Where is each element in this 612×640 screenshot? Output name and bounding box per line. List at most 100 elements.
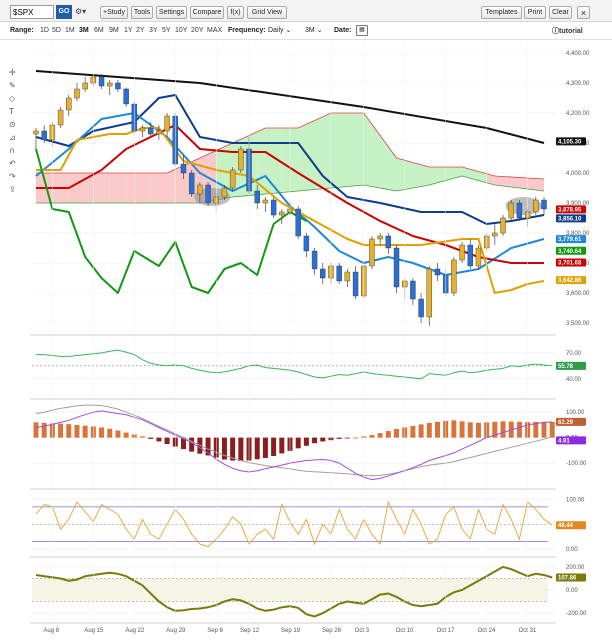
chart-toolbar: GO ⚙▾ +Study Tools Settings Compare f(x)… — [0, 0, 612, 22]
frequency-select[interactable]: Daily ⌄ — [268, 25, 291, 37]
print-button[interactable]: Print — [524, 6, 546, 19]
magnet-icon[interactable]: ∩ — [9, 146, 15, 155]
range-option-3y[interactable]: 3Y — [149, 27, 158, 34]
candle — [320, 268, 326, 279]
compare-button[interactable]: Compare — [190, 6, 224, 19]
grid-view-button[interactable]: Grid View — [247, 6, 287, 19]
range-bar: Range: 1D 5D 1M 3M 6M 9M 1Y 2Y 3Y 5Y 10Y… — [0, 22, 612, 40]
range-option-5y[interactable]: 5Y — [162, 27, 171, 34]
range-option-20y[interactable]: 20Y — [191, 27, 204, 34]
y-tick-label: 3,600.00 — [566, 291, 590, 297]
macd-bar — [295, 437, 301, 449]
cci-badge: 107.86 — [558, 576, 577, 582]
highlight-ellipse — [194, 188, 231, 206]
range-option-5d[interactable]: 5D — [52, 27, 61, 34]
period-value: 3M — [305, 27, 315, 34]
draw-line-icon[interactable]: ✎ — [9, 81, 16, 90]
macd-bar — [549, 421, 555, 438]
chart-area[interactable]: ✛ ✎ ◇ T ⊙ ⊿ ∩ ↶ ↷ ⇪ 3,500.003,600.003,700.003,800… — [0, 40, 612, 640]
candle — [164, 115, 170, 132]
candle — [123, 88, 129, 105]
range-option-1d[interactable]: 1D — [40, 27, 49, 34]
cloud-segment — [93, 173, 102, 203]
macd-signal-line — [35, 404, 553, 477]
calendar-icon[interactable]: ▦ — [356, 25, 368, 36]
period-select[interactable]: 3M ⌄ — [305, 25, 323, 37]
gear-icon[interactable]: ⚙▾ — [75, 7, 87, 16]
macd-bar — [303, 437, 309, 446]
go-button[interactable]: GO — [56, 5, 72, 19]
range-option-max[interactable]: MAX — [207, 27, 223, 34]
candle — [336, 265, 342, 282]
cloud-segment — [511, 177, 520, 188]
macd-bar — [459, 421, 465, 438]
redo-icon[interactable]: ↷ — [9, 172, 16, 181]
macd-bar — [344, 437, 350, 439]
shapes-icon[interactable]: ◇ — [9, 94, 16, 103]
close-icon[interactable]: × — [577, 6, 590, 19]
cloud-segment — [281, 128, 290, 193]
x-tick-label: Aug 29 — [166, 628, 186, 634]
indicator-line-1 — [35, 94, 545, 225]
y-tick-label: 200.00 — [566, 565, 585, 571]
range-option-10y[interactable]: 10Y — [175, 27, 188, 34]
range-option-2y[interactable]: 2Y — [136, 27, 145, 34]
function-button[interactable]: f(x) — [227, 6, 244, 19]
price-panel[interactable]: 3,500.003,600.003,700.003,800.003,900.00… — [30, 51, 590, 336]
macd-badge-2: 4.91 — [558, 438, 570, 444]
cloud-segment — [535, 178, 544, 191]
text-icon[interactable]: T — [8, 107, 14, 116]
settings-button[interactable]: Settings — [156, 6, 187, 19]
cloud-segment — [306, 120, 315, 191]
x-tick-label: Oct 10 — [396, 628, 414, 634]
macd-bar — [394, 428, 400, 438]
macd-bar — [107, 428, 113, 438]
tutorial-link[interactable]: ⓘtutorial — [552, 26, 583, 36]
templates-button[interactable]: Templates — [481, 6, 522, 19]
range-option-9m[interactable]: 9M — [109, 27, 119, 34]
oscillator-badge: 48.44 — [558, 523, 574, 529]
candle — [205, 184, 211, 204]
add-study-button[interactable]: +Study — [100, 6, 128, 19]
cloud-segment — [404, 160, 413, 190]
tools-button[interactable]: Tools — [131, 6, 153, 19]
cloud-segment — [421, 164, 430, 187]
share-icon[interactable]: ⇪ — [9, 185, 16, 194]
macd-bar — [189, 437, 195, 452]
candle — [33, 130, 39, 135]
range-option-1y[interactable]: 1Y — [124, 27, 133, 34]
range-option-6m[interactable]: 6M — [94, 27, 104, 34]
x-axis: Aug 8 Aug 15 Aug 22 Aug 29 Sep 6 Sep 12 Sep 19… — [43, 44, 537, 634]
undo-icon[interactable]: ↶ — [8, 159, 16, 168]
macd-bar — [66, 424, 72, 438]
candle — [279, 211, 285, 216]
fibonacci-icon[interactable]: ⊿ — [9, 133, 16, 142]
candle — [197, 184, 203, 195]
macd-bar — [221, 437, 227, 460]
range-label: Range: — [10, 27, 34, 34]
cloud-segment — [216, 146, 225, 200]
frequency-value: Daily — [268, 27, 284, 34]
candle — [434, 268, 441, 276]
cloud-segment — [355, 113, 364, 186]
macd-badge-1-bg — [556, 417, 586, 426]
range-option-3m[interactable]: 3M — [79, 27, 89, 34]
crosshair-icon[interactable]: ✛ — [9, 68, 16, 77]
macd-bar — [262, 437, 268, 458]
x-tick-label: Aug 8 — [43, 628, 59, 634]
chevron-down-icon: ⌄ — [285, 27, 292, 34]
range-option-1m[interactable]: 1M — [65, 27, 75, 34]
indicator-panel-4[interactable]: 200.00 0.00 -200.00 107.86 — [30, 565, 587, 624]
cloud-segment — [290, 128, 299, 192]
price-badge-0: 4,105.30 — [558, 139, 582, 145]
candle — [66, 97, 72, 111]
price-badge-6-bg — [556, 276, 586, 285]
clear-button[interactable]: Clear — [549, 6, 572, 19]
indicator-panel-1[interactable]: 70.00 40.00 55.78 — [30, 349, 586, 400]
x-tick-label: Sep 19 — [281, 628, 301, 634]
measure-icon[interactable]: ⊙ — [9, 120, 16, 129]
symbol-input[interactable] — [10, 5, 54, 19]
cloud-segment — [437, 167, 446, 183]
